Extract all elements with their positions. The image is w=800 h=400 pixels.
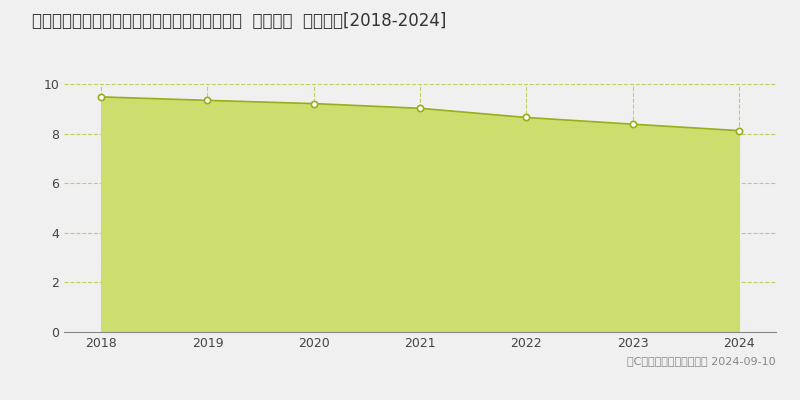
Text: 大分県国東市国東町鶴川字宮ノ下１２０番１外  地価公示  地価推移[2018-2024]: 大分県国東市国東町鶴川字宮ノ下１２０番１外 地価公示 地価推移[2018-202…: [32, 12, 446, 30]
Text: （C）土地価格ドットコム 2024-09-10: （C）土地価格ドットコム 2024-09-10: [627, 356, 776, 366]
